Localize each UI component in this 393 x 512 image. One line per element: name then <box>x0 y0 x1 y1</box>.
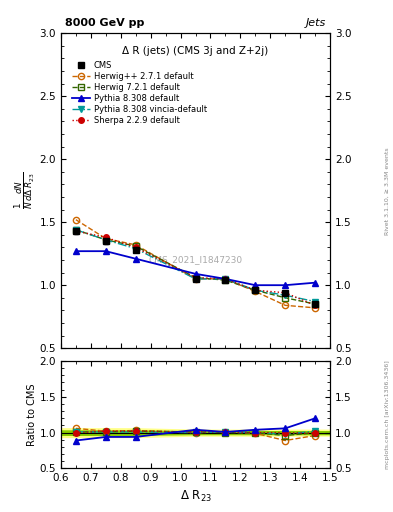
Text: mcplots.cern.ch [arXiv:1306.3436]: mcplots.cern.ch [arXiv:1306.3436] <box>385 360 389 469</box>
Text: 8000 GeV pp: 8000 GeV pp <box>65 18 144 28</box>
Legend: CMS, Herwig++ 2.7.1 default, Herwig 7.2.1 default, Pythia 8.308 default, Pythia : CMS, Herwig++ 2.7.1 default, Herwig 7.2.… <box>68 56 211 129</box>
Text: Jets: Jets <box>306 18 326 28</box>
Text: CMS_2021_I1847230: CMS_2021_I1847230 <box>149 255 242 265</box>
Y-axis label: Ratio to CMS: Ratio to CMS <box>27 383 37 446</box>
Text: Rivet 3.1.10, ≥ 3.3M events: Rivet 3.1.10, ≥ 3.3M events <box>385 147 389 234</box>
Y-axis label: $\frac{1}{N}\frac{dN}{d\Delta\,R_{23}}$: $\frac{1}{N}\frac{dN}{d\Delta\,R_{23}}$ <box>13 172 37 209</box>
Text: Δ R (jets) (CMS 3j and Z+2j): Δ R (jets) (CMS 3j and Z+2j) <box>122 46 269 56</box>
X-axis label: Δ R$_{23}$: Δ R$_{23}$ <box>180 489 211 504</box>
